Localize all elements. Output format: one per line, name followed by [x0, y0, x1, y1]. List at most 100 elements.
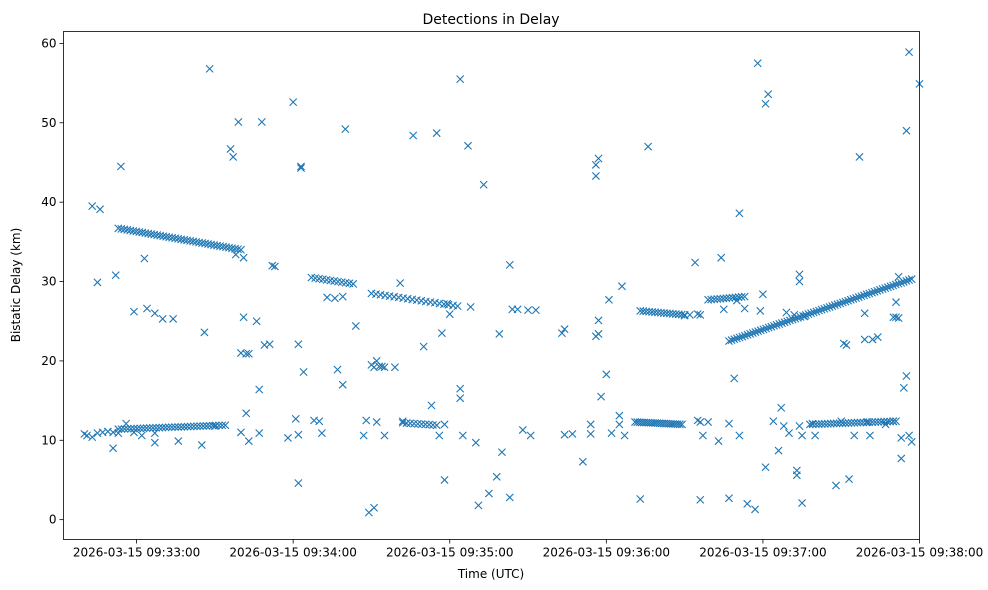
data-point-marker	[291, 414, 300, 423]
data-point-marker	[333, 365, 342, 374]
data-point-marker	[902, 126, 911, 135]
data-point-marker	[560, 430, 569, 439]
data-point-marker	[696, 418, 705, 427]
data-point-marker	[183, 422, 192, 431]
y-tick-label: 20	[41, 354, 56, 368]
data-point-marker	[299, 368, 308, 377]
plot-area-frame	[63, 31, 920, 540]
data-point-marker	[155, 423, 164, 432]
data-point-marker	[116, 162, 125, 171]
x-tick-label: 2026-03-15 09:34:00	[229, 546, 356, 560]
data-point-marker	[495, 329, 504, 338]
data-point-marker	[202, 421, 211, 430]
data-point-marker	[833, 300, 842, 309]
data-point-marker	[255, 385, 264, 394]
data-point-marker	[774, 446, 783, 455]
data-point-marker	[865, 418, 874, 427]
data-point-marker	[841, 297, 850, 306]
data-point-marker	[730, 374, 739, 383]
data-point-marker	[805, 420, 814, 429]
data-point-marker	[440, 420, 449, 429]
data-point-marker	[883, 417, 892, 426]
data-point-marker	[753, 59, 762, 68]
data-point-marker	[886, 417, 895, 426]
data-point-marker	[139, 424, 148, 433]
data-point-marker	[419, 342, 428, 351]
x-axis: 2026-03-15 09:33:00 2026-03-15 09:34:00 20…	[73, 539, 983, 560]
data-point-marker	[783, 317, 792, 326]
data-point-marker	[748, 328, 757, 337]
data-point-marker	[777, 319, 786, 328]
data-point-marker	[735, 333, 744, 342]
data-point-marker	[440, 475, 449, 484]
data-point-marker	[205, 64, 214, 73]
data-point-marker	[788, 315, 797, 324]
data-point-marker	[737, 292, 746, 301]
data-point-marker	[205, 421, 214, 430]
data-point-marker	[114, 429, 123, 438]
data-point-marker	[458, 431, 467, 440]
data-point-marker	[338, 380, 347, 389]
data-point-marker	[199, 422, 208, 431]
data-point-marker	[437, 329, 446, 338]
data-point-marker	[795, 422, 804, 430]
data-point-marker	[782, 308, 791, 317]
data-point-marker	[892, 298, 901, 307]
data-point-marker	[905, 276, 914, 285]
data-point-marker	[828, 302, 837, 311]
data-point-marker	[351, 321, 360, 330]
data-point-marker	[807, 309, 816, 318]
data-point-marker	[759, 325, 768, 334]
data-point-marker	[877, 417, 886, 426]
data-point-marker	[180, 422, 189, 431]
data-point-marker	[323, 293, 332, 302]
data-point-marker	[897, 433, 906, 442]
data-point-marker	[594, 329, 603, 338]
data-point-marker	[846, 295, 855, 304]
data-point-marker	[594, 154, 603, 163]
data-point-marker	[860, 291, 869, 300]
data-point-marker	[704, 418, 713, 427]
x-axis-label: Time (UTC)	[457, 567, 524, 581]
data-point-marker	[471, 438, 480, 447]
data-point-marker	[617, 282, 626, 291]
data-point-marker	[854, 293, 863, 302]
data-point-marker	[152, 423, 161, 432]
data-point-marker	[158, 423, 167, 432]
data-point-marker	[189, 422, 198, 431]
data-point-marker	[505, 493, 514, 502]
y-tick-label: 50	[41, 116, 56, 130]
data-point-marker	[270, 262, 279, 271]
data-point-marker	[696, 495, 705, 504]
data-point-marker	[456, 384, 465, 393]
data-point-marker	[591, 160, 600, 169]
data-point-marker	[772, 320, 781, 329]
data-point-marker	[856, 418, 865, 427]
data-point-marker	[396, 279, 405, 288]
data-point-marker	[796, 312, 805, 321]
data-point-marker	[341, 125, 350, 134]
data-point-marker	[738, 332, 747, 341]
data-point-marker	[82, 431, 91, 440]
data-point-marker	[862, 418, 871, 427]
data-point-marker	[865, 289, 874, 298]
data-point-marker	[820, 304, 829, 313]
data-point-marker	[150, 309, 159, 318]
data-point-marker	[811, 420, 820, 429]
data-point-marker	[226, 144, 235, 153]
data-point-marker	[808, 420, 817, 429]
data-point-marker	[897, 278, 906, 287]
data-point-marker	[148, 423, 157, 432]
data-point-marker	[244, 349, 253, 358]
data-point-marker	[114, 425, 123, 434]
data-point-marker	[812, 307, 821, 316]
data-point-marker	[466, 302, 475, 311]
data-point-marker	[615, 420, 624, 429]
data-point-marker	[770, 321, 778, 330]
data-point-marker	[432, 129, 441, 138]
data-point-marker	[283, 433, 292, 442]
data-point-marker	[845, 475, 854, 484]
data-point-marker	[221, 421, 230, 430]
data-point-marker	[835, 419, 844, 428]
data-point-marker	[881, 284, 890, 293]
